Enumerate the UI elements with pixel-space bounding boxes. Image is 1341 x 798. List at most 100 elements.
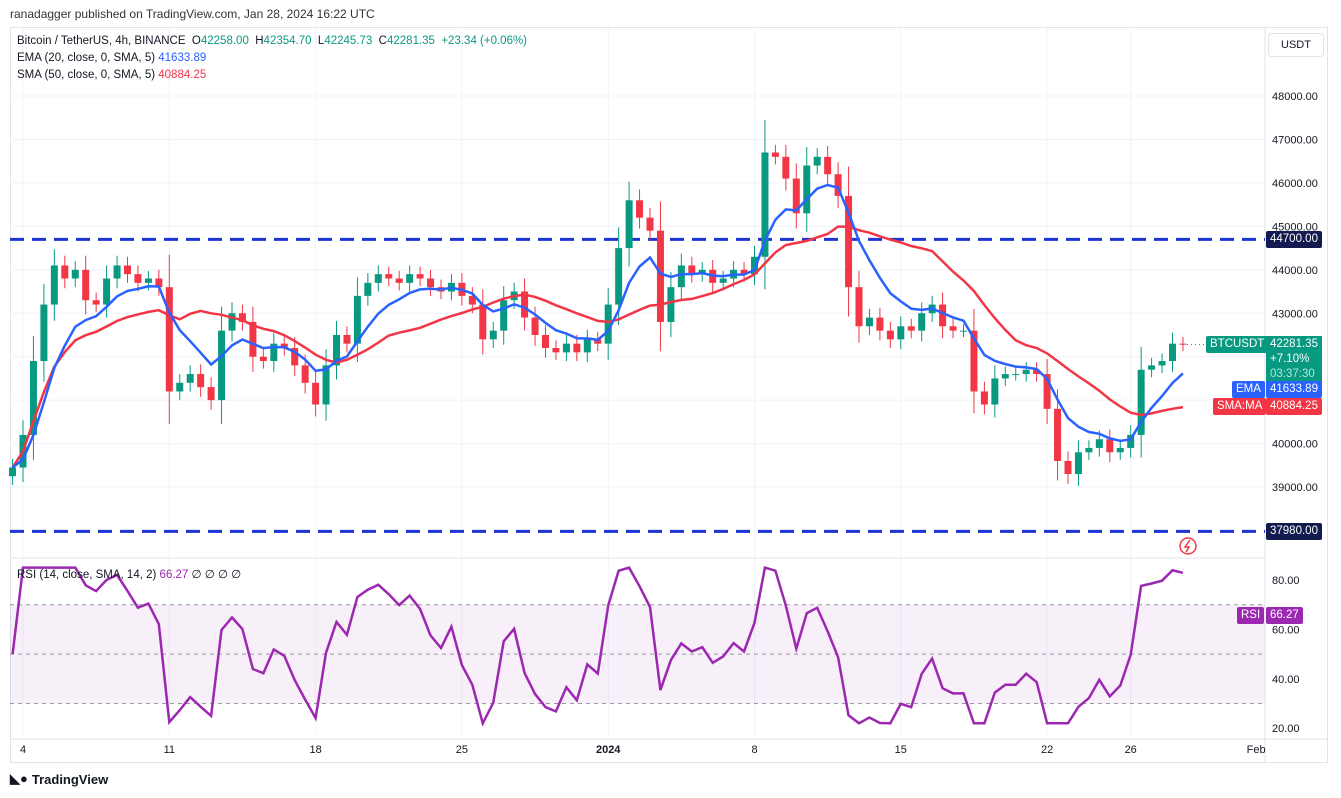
candle-body [343,334,351,344]
candle-body [751,256,758,275]
candle-body [395,278,403,283]
candle-body [468,295,476,305]
candle-body [552,348,560,353]
y-tick-label: 43000.00 [1272,308,1318,320]
close-value: 42281.35 [386,35,435,47]
tradingview-logo-icon: ◣● [10,771,28,786]
lightning-bolt [1183,539,1191,553]
rsi-tick-label: 60.00 [1272,624,1300,636]
candle-body [1106,439,1114,453]
candle-body [542,334,549,349]
candle-body [155,278,163,288]
currency-button[interactable]: USDT [1268,33,1324,57]
candle-body [907,326,915,331]
change-value: +23.34 (+0.06%) [441,35,528,47]
y-tick-label: 44000.00 [1272,265,1318,277]
candle-body [301,365,309,383]
candle-body [604,304,612,344]
candle-body [489,330,497,340]
candle-body [186,374,194,383]
ema-legend[interactable]: EMA (20, close, 0, SMA, 5) 41633.89 [17,52,206,64]
x-tick-label: 11 [164,744,175,756]
x-tick-label: 25 [456,744,468,756]
candle-body [312,382,320,405]
rsi-legend[interactable]: RSI (14, close, SMA, 14, 2) 66.27 ∅ ∅ ∅ … [17,567,241,581]
ema-tag: EMA [1232,381,1265,398]
candle-body [782,156,790,179]
candle-body [218,330,226,401]
chart-frame [10,27,1328,763]
rsi-price-label: 66.27 [1266,607,1303,624]
candle-body [280,343,288,349]
candle-body [427,278,435,288]
candle-body [29,361,37,435]
candle-body [1127,434,1135,448]
candle-body [865,317,873,327]
ema-label: EMA (20, close, 0, SMA, 5) [17,52,156,64]
lightning-circle [1179,537,1197,555]
candle-body [1137,369,1145,435]
candle-body [991,378,999,405]
candle-body [71,269,79,279]
candle-body [636,200,644,218]
candle-body [416,274,424,279]
candle-body [803,165,811,214]
candle-body [197,374,205,388]
candle-body [855,287,863,327]
x-tick-label: 15 [895,744,907,756]
candle-body [40,304,48,362]
candle-body [960,330,967,332]
candle-body [103,278,111,305]
candle-body [1001,374,1009,379]
tradingview-logo[interactable]: ◣● TradingView [10,771,108,787]
sma-price-label: 40884.25 [1266,398,1322,415]
last-price: 42281.35 [1270,338,1318,350]
high-value: 42354.70 [263,35,312,47]
level-low-label: 37980.00 [1266,523,1322,540]
x-tick-label: 18 [309,744,321,756]
candle-body [573,343,581,353]
candle-body [813,156,821,166]
brand-name: TradingView [31,771,109,787]
rsi-label: RSI (14, close, SMA, 14, 2) [17,569,157,581]
symbol-legend: Bitcoin / TetherUS, 4h, BINANCE O42258.0… [17,35,527,47]
rsi-value: 66.27 [159,569,189,581]
low-label: L [317,35,325,47]
candle-body [228,313,236,331]
level-high-label: 44700.00 [1266,231,1322,248]
candle-body [259,356,267,362]
candle-body [918,313,926,331]
candle-body [792,178,800,214]
candle-body [771,152,779,157]
candle-body [886,330,894,340]
lightning-icon [1179,537,1197,555]
candle-body [625,200,633,249]
change-percent: +7.10% [1270,353,1310,365]
candle-body [562,343,570,353]
candle-body [845,195,853,288]
candle-body [646,217,654,231]
bar-countdown: 03:37:30 [1270,368,1315,380]
candle-body [9,467,17,477]
x-tick-label: 8 [751,744,757,756]
candle-body [165,287,173,392]
x-tick-label: 2024 [596,744,621,756]
candle-body [949,326,957,331]
candle-body [939,304,947,327]
sma-legend[interactable]: SMA (50, close, 0, SMA, 5) 40884.25 [17,69,206,81]
candle-body [1022,369,1030,375]
candle-body [61,265,69,279]
candle-body [656,230,664,322]
candle-body [970,330,978,392]
open-value: 42258.00 [200,35,249,47]
candle-body [113,265,121,279]
y-tick-label: 45000.00 [1272,221,1318,233]
candle-body [92,300,100,305]
candle-body [521,291,529,318]
x-tick-label: 22 [1041,744,1053,756]
high-label: H [255,35,264,47]
candle-body [719,278,727,283]
candle-body [82,269,90,301]
candle-body [897,326,905,340]
